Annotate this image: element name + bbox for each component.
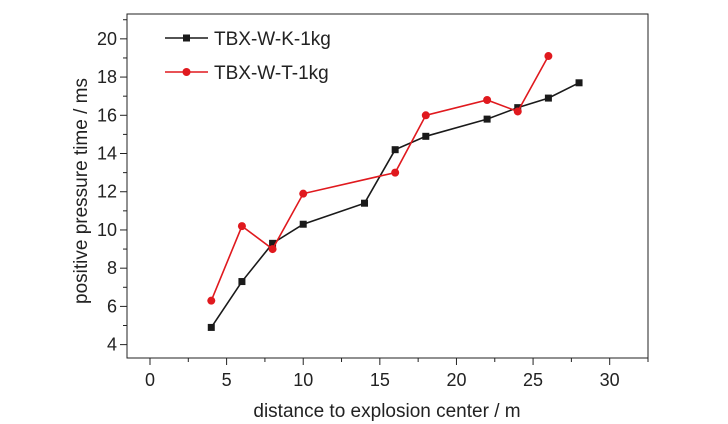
data-point <box>513 107 522 116</box>
data-point <box>421 111 430 120</box>
x-tick-label: 10 <box>293 370 313 390</box>
data-point <box>422 132 430 140</box>
series <box>207 52 583 331</box>
data-point <box>207 296 216 305</box>
y-tick-label: 6 <box>107 296 117 316</box>
x-tick-label: 0 <box>145 370 155 390</box>
series-1 <box>207 79 583 331</box>
data-point <box>207 323 215 331</box>
legend-item-2: TBX-W-T-1kg <box>165 63 329 84</box>
plot-frame <box>126 13 649 359</box>
series-line <box>210 82 580 328</box>
legend-marker <box>182 68 191 76</box>
data-point <box>391 168 400 177</box>
y-tick-label: 14 <box>97 144 117 164</box>
data-point <box>575 79 583 87</box>
legend: TBX-W-K-1kg TBX-W-T-1kg <box>165 29 331 84</box>
x-tick-label: 20 <box>446 370 466 390</box>
data-point <box>299 189 308 198</box>
y-tick-label: 16 <box>97 105 117 125</box>
x-tick-label: 30 <box>600 370 620 390</box>
axes <box>126 13 649 359</box>
y-axis-label: positive pressure time / ms <box>71 78 92 304</box>
data-point <box>238 278 246 286</box>
legend-item-1: TBX-W-K-1kg <box>165 29 331 50</box>
data-point <box>483 115 491 123</box>
data-point <box>268 245 277 254</box>
y-tick-label: 8 <box>107 258 117 278</box>
data-point <box>237 222 246 231</box>
data-point <box>544 94 552 102</box>
series-line <box>210 55 550 301</box>
y-tick-label: 10 <box>97 220 117 240</box>
data-point <box>391 146 399 154</box>
data-point <box>361 199 369 207</box>
legend-label: TBX-W-T-1kg <box>214 63 329 84</box>
data-point <box>544 52 553 61</box>
legend-label: TBX-W-K-1kg <box>214 29 331 50</box>
x-tick-label: 15 <box>370 370 390 390</box>
y-tick-label: 18 <box>97 67 117 87</box>
data-point <box>269 239 277 247</box>
x-axis-label: distance to explosion center / m <box>253 401 520 422</box>
data-point <box>299 220 307 228</box>
y-tick-label: 4 <box>107 335 117 355</box>
y-tick-label: 20 <box>97 29 117 49</box>
y-tick-label: 12 <box>97 182 117 202</box>
series-2 <box>207 52 553 305</box>
legend-marker <box>183 34 190 42</box>
ticks: 0 5 10 15 20 25 30 4 6 8 10 12 14 16 18 20 <box>97 19 649 390</box>
x-tick-label: 25 <box>523 370 543 390</box>
x-tick-label: 5 <box>222 370 232 390</box>
data-point <box>483 96 492 104</box>
